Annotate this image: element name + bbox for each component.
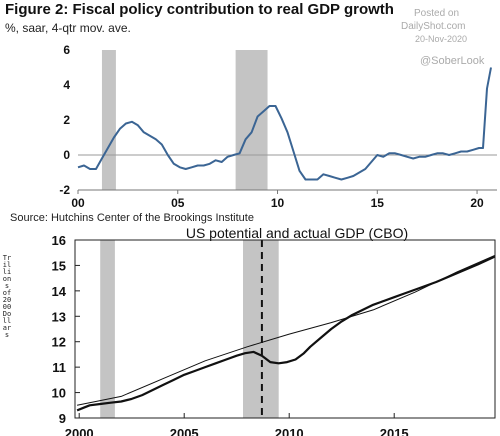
y-tick-label: 13 [52,309,66,324]
y-tick-label: 0 [63,148,70,162]
x-tick-label: 00 [71,196,85,210]
watermark-date: 20-Nov-2020 [415,34,468,44]
recession-band [235,50,268,190]
y-tick-label: 2 [63,113,70,127]
plot-frame [74,239,496,419]
y-tick-label: 10 [52,386,66,401]
y-tick-label: 12 [52,335,66,350]
recession-band [101,50,116,190]
figure-subtitle: %, saar, 4-qtr mov. ave. [5,21,131,35]
y-tick-label: 14 [52,284,67,299]
chart-title: US potential and actual GDP (CBO) [186,225,408,241]
y-tick-label: -2 [59,183,70,197]
x-tick-label: 2000 [65,426,94,436]
y-tick-label: 15 [52,258,66,273]
figure-title: Figure 2: Fiscal policy contribution to … [5,1,394,18]
x-tick-label: 20 [470,196,484,210]
watermark-site: DailyShot.com [401,21,466,32]
actual-gdp-line [76,255,496,412]
y-tick-label: 9 [59,411,66,426]
x-tick-label: 2015 [380,426,409,436]
series-line [77,67,492,181]
recession-band [100,240,115,418]
x-tick-label: 2010 [275,426,304,436]
potential-actual-gdp-chart: US potential and actual GDP (CBO) 9 10 11 12… [52,225,496,436]
y-tick-label: 6 [63,43,70,57]
x-tick-label: 10 [271,196,285,210]
bottom-y-axis-label: Trillions of 2000 Dollars [2,254,12,339]
y-tick-label: 4 [63,78,70,92]
source-note: Source: Hutchins Center of the Brookings… [10,212,254,224]
x-tick-label: 2005 [170,426,199,436]
y-tick-label: 16 [52,233,66,248]
recession-band [243,240,279,418]
fiscal-contribution-chart: -2 0 2 4 6 00 05 10 15 20 [59,43,497,210]
watermark-posted-on: Posted on [414,8,460,19]
watermark-handle: @SoberLook [420,55,485,67]
x-tick-label: 05 [171,196,185,210]
potential-gdp-line [77,254,496,406]
y-tick-label: 11 [52,360,66,375]
x-tick-label: 15 [371,196,385,210]
